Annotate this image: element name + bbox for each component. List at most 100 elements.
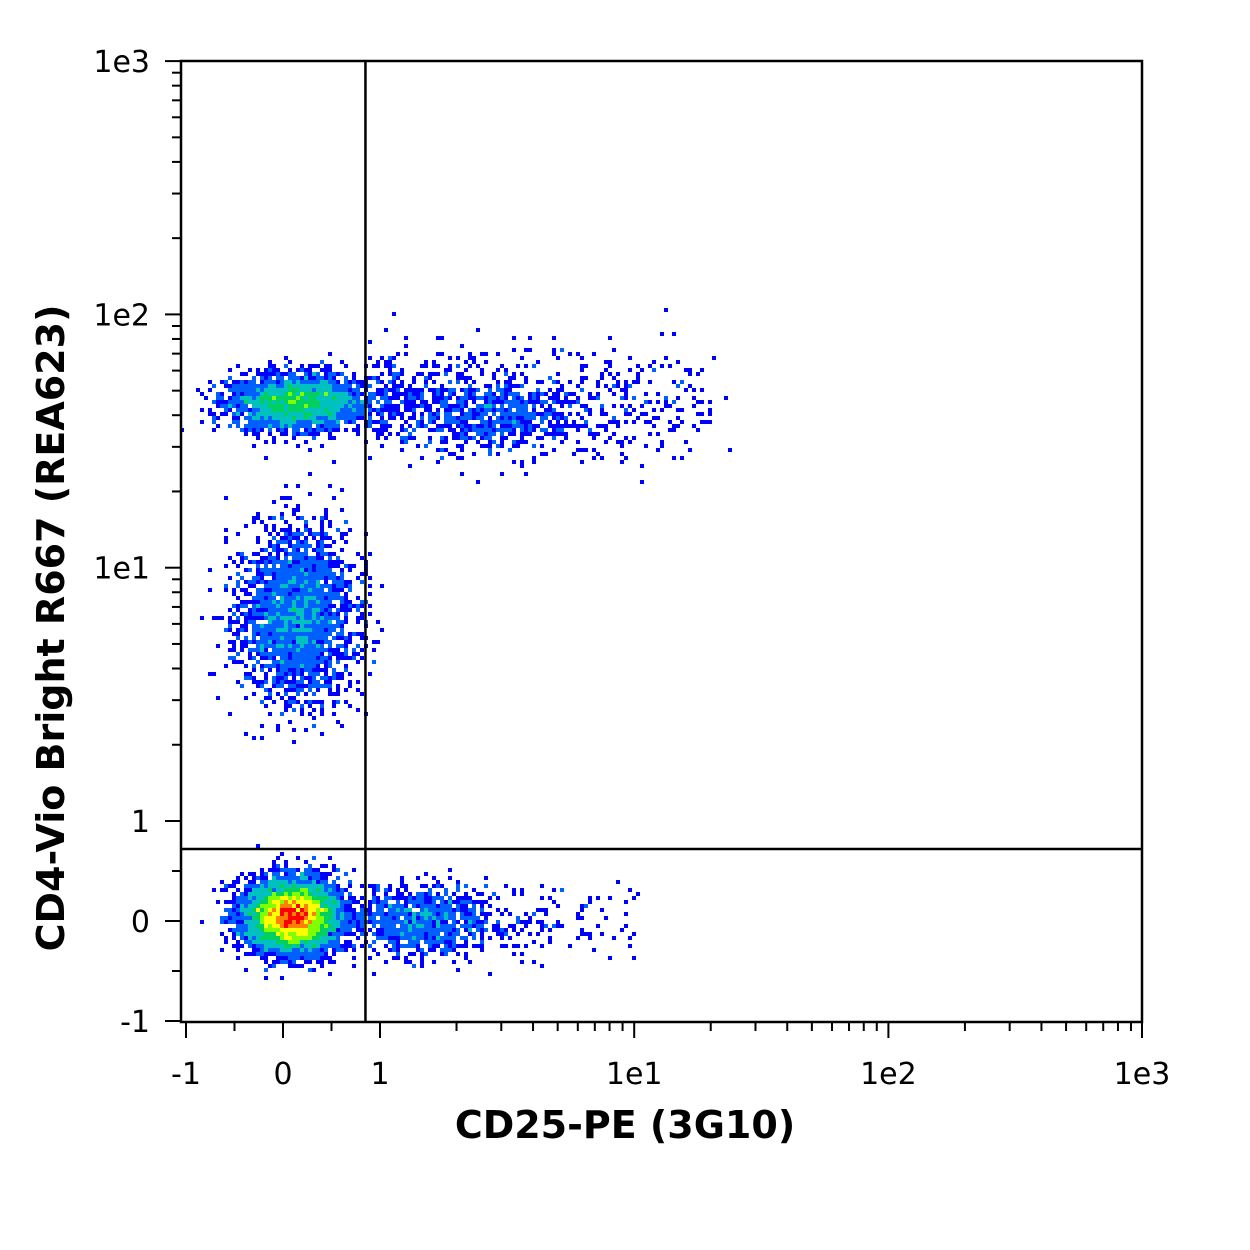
event-dot (412, 412, 416, 416)
event-dot (712, 356, 716, 360)
event-dot (368, 944, 372, 948)
event-dot (580, 908, 584, 912)
event-dot (328, 940, 332, 944)
event-dot (280, 892, 284, 896)
event-dot (476, 388, 480, 392)
event-dot (340, 400, 344, 404)
event-dot (428, 892, 432, 896)
event-dot (320, 384, 324, 388)
event-dot (344, 404, 348, 408)
event-dot (260, 644, 264, 648)
event-dot (320, 632, 324, 636)
event-dot (472, 924, 476, 928)
event-dot (340, 600, 344, 604)
event-dot (484, 912, 488, 916)
event-dot (288, 872, 292, 876)
event-dot (456, 456, 460, 460)
event-dot (260, 924, 264, 928)
event-dot (308, 376, 312, 380)
event-dot (444, 372, 448, 376)
event-dot (312, 680, 316, 684)
event-dot (504, 372, 508, 376)
event-dot (440, 924, 444, 928)
event-dot (284, 644, 288, 648)
event-dot (388, 936, 392, 940)
event-dot (644, 412, 648, 416)
event-dot (236, 896, 240, 900)
event-dot (500, 436, 504, 440)
event-dot (416, 896, 420, 900)
event-dot (544, 432, 548, 436)
event-dot (388, 432, 392, 436)
event-dot (292, 916, 296, 920)
event-dot (264, 580, 268, 584)
event-dot (312, 892, 316, 896)
event-dot (288, 536, 292, 540)
event-dot (648, 364, 652, 368)
event-dot (380, 392, 384, 396)
event-dot (520, 928, 524, 932)
event-dot (348, 568, 352, 572)
event-dot (276, 572, 280, 576)
event-dot (260, 948, 264, 952)
event-dot (296, 552, 300, 556)
event-dot (228, 576, 232, 580)
event-dot (272, 364, 276, 368)
event-dot (584, 364, 588, 368)
event-dot (448, 924, 452, 928)
event-dot (396, 928, 400, 932)
event-dot (320, 704, 324, 708)
event-dot (312, 916, 316, 920)
event-dot (372, 648, 376, 652)
event-dot (368, 908, 372, 912)
event-dot (368, 340, 372, 344)
event-dot (292, 936, 296, 940)
event-dot (304, 932, 308, 936)
event-dot (452, 908, 456, 912)
event-dot (540, 920, 544, 924)
event-dot (500, 440, 504, 444)
event-dot (396, 412, 400, 416)
event-dot (368, 904, 372, 908)
event-dot (472, 932, 476, 936)
event-dot (512, 384, 516, 388)
event-dot (308, 676, 312, 680)
event-dot (300, 940, 304, 944)
event-dot (256, 600, 260, 604)
event-dot (284, 620, 288, 624)
event-dot (552, 352, 556, 356)
event-dot (588, 412, 592, 416)
event-dot (268, 380, 272, 384)
event-dot (276, 932, 280, 936)
event-dot (200, 408, 204, 412)
event-dot (344, 920, 348, 924)
event-dot (360, 912, 364, 916)
event-dot (408, 940, 412, 944)
event-dot (372, 408, 376, 412)
event-dot (628, 888, 632, 892)
event-dot (564, 424, 568, 428)
event-dot (280, 960, 284, 964)
event-dot (360, 400, 364, 404)
event-dot (308, 404, 312, 408)
event-dot (312, 428, 316, 432)
event-dot (492, 928, 496, 932)
event-dot (268, 372, 272, 376)
event-dot (404, 408, 408, 412)
event-dot (284, 372, 288, 376)
event-dot (296, 684, 300, 688)
event-dot (328, 916, 332, 920)
event-dot (308, 604, 312, 608)
event-dot (232, 604, 236, 608)
event-dot (488, 452, 492, 456)
event-dot (232, 884, 236, 888)
event-dot (360, 408, 364, 412)
event-dot (316, 644, 320, 648)
event-dot (304, 368, 308, 372)
event-dot (324, 608, 328, 612)
event-dot (300, 708, 304, 712)
event-dot (316, 568, 320, 572)
event-dot (240, 628, 244, 632)
event-dot (328, 420, 332, 424)
event-dot (288, 720, 292, 724)
